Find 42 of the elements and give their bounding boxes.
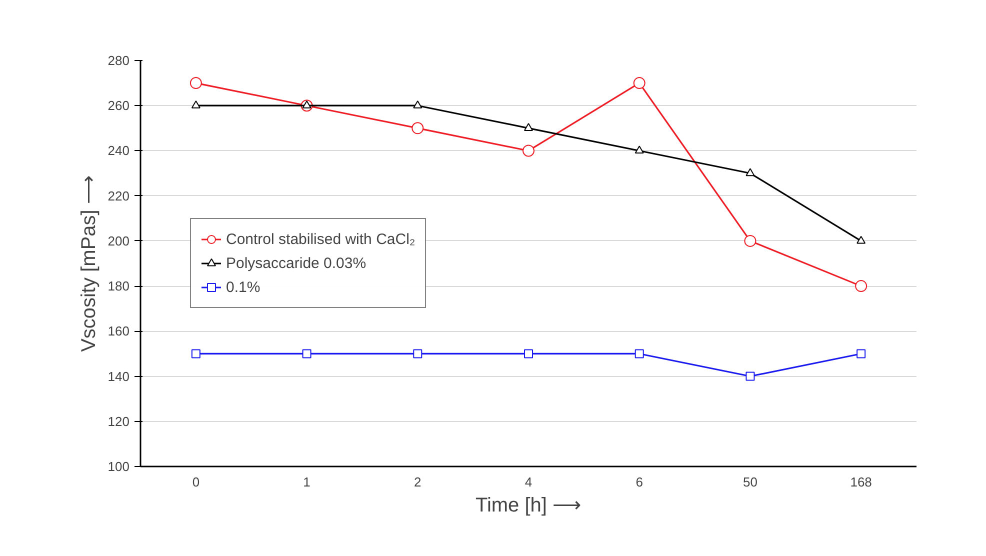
y-tick-label: 260 — [108, 98, 130, 114]
point — [190, 77, 202, 90]
point — [191, 100, 200, 108]
point — [413, 349, 422, 358]
point — [522, 144, 534, 157]
point — [633, 77, 646, 90]
x-axis-title: Time [h] ⟶ — [475, 494, 582, 516]
point — [856, 236, 866, 244]
x-tick-label: 50 — [742, 474, 758, 490]
x-tick-label: 4 — [524, 474, 532, 490]
point — [302, 100, 312, 108]
x-tick-label: 2 — [414, 474, 422, 490]
point — [746, 168, 755, 176]
y-tick-label: 180 — [108, 278, 130, 294]
point — [524, 349, 533, 358]
point — [634, 349, 644, 358]
y-tick-label: 120 — [108, 414, 130, 429]
point — [856, 349, 866, 358]
legend-label: 0.1% — [226, 278, 260, 296]
legend-label: Polysaccaride 0.03% — [226, 254, 366, 272]
y-tick-label: 240 — [108, 143, 130, 158]
point — [744, 234, 756, 247]
x-tick-label: 168 — [850, 474, 872, 490]
point — [634, 146, 644, 154]
point — [412, 122, 424, 134]
y-tick-label: 160 — [108, 324, 130, 339]
point — [855, 280, 868, 292]
x-tick-label: 1 — [303, 474, 310, 490]
point — [524, 123, 533, 131]
x-tick-label: 6 — [636, 474, 643, 490]
y-tick-label: 140 — [108, 368, 130, 384]
point — [191, 349, 200, 358]
y-tick-label: 200 — [108, 233, 130, 248]
y-tick-label: 220 — [108, 188, 130, 204]
y-tick-label: 280 — [108, 53, 130, 68]
legend-label: Control stabilised with CaCl₂ — [226, 230, 416, 248]
point — [413, 100, 422, 108]
point — [746, 372, 755, 381]
x-tick-label: 0 — [192, 474, 200, 490]
point — [302, 349, 312, 358]
y-tick-label: 100 — [108, 459, 130, 474]
y-axis-title: Vscosity [mPas] ⟶ — [78, 175, 100, 352]
